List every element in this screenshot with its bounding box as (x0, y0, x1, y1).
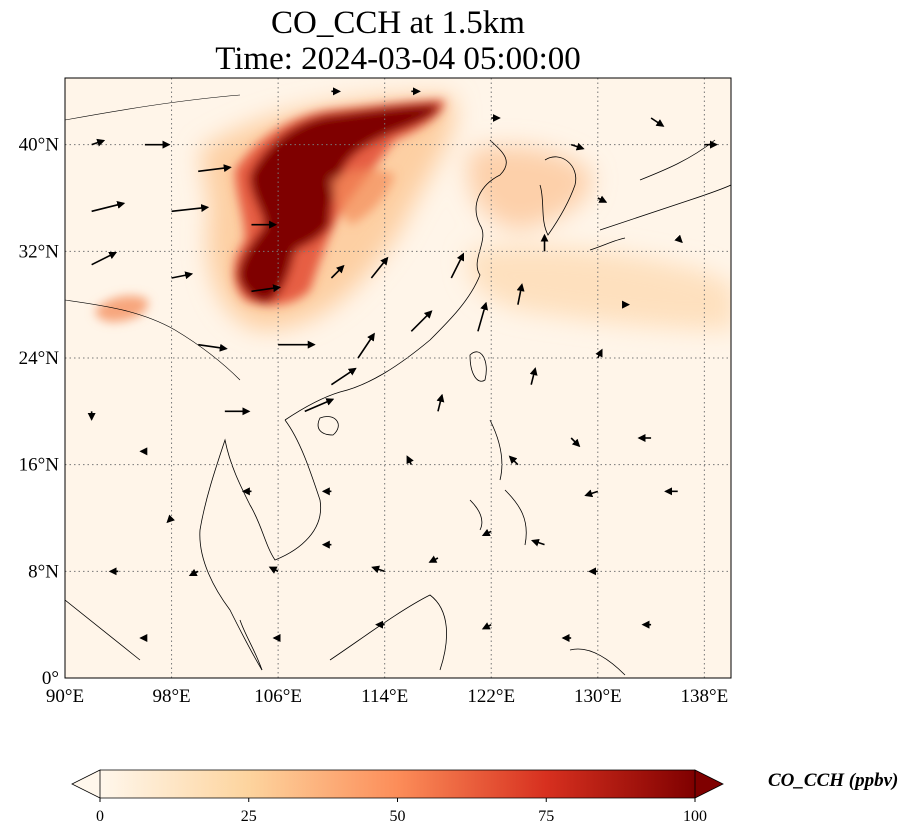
wind-arrow (477, 301, 489, 332)
wind-arrow (91, 138, 106, 147)
wind-arrow (410, 310, 433, 332)
wind-arrow (570, 142, 585, 151)
lon-tick-label: 106°E (254, 686, 302, 707)
wind-arrow (171, 204, 210, 213)
map-time-subtitle: Time: 2024-03-04 05:00:00 (215, 41, 581, 77)
colorbar-tick-label: 0 (96, 808, 104, 825)
wind-arrow (428, 555, 439, 563)
wind-arrow (91, 201, 126, 213)
colorbar-tick-label: 50 (390, 808, 406, 825)
wind-arrow (481, 528, 492, 537)
wind-arrow (436, 393, 445, 412)
malay-sumatra (65, 599, 263, 671)
new-guinea (569, 648, 626, 676)
wind-arrow (188, 568, 199, 577)
wind-arrow (595, 348, 603, 359)
colorbar-tick-label: 100 (683, 808, 707, 825)
wind-arrow (198, 343, 228, 352)
lon-tick-label: 122°E (467, 686, 515, 707)
wind-arrow (674, 234, 683, 244)
indochina (199, 419, 322, 671)
wind-arrow (481, 622, 492, 630)
wind-arrow (91, 251, 118, 266)
lon-tick-label: 90°E (46, 686, 84, 707)
wind-arrow (508, 455, 519, 466)
lat-tick-label: 0° (42, 668, 59, 689)
co-concentration-plume (95, 100, 445, 322)
colorbar-label: CO_CCH (ppbv) (768, 770, 899, 791)
wind-arrow (529, 367, 538, 385)
lon-tick-label: 138°E (681, 686, 729, 707)
wind-arrow (370, 256, 389, 279)
wind-arrow (304, 398, 335, 413)
korea-peninsula (539, 156, 577, 236)
wind-arrow (570, 437, 581, 448)
wind-arrow (330, 264, 345, 279)
latitude-ticks: 0° 8°N 16°N 24°N 32°N 40°N (19, 135, 60, 689)
map-frame (64, 77, 732, 679)
wind-arrow (597, 195, 608, 203)
coastlines (65, 94, 731, 676)
east-china-sea-haze (467, 246, 731, 330)
lat-tick-label: 40°N (19, 135, 60, 156)
lat-tick-label: 32°N (19, 241, 60, 262)
wind-arrow (584, 489, 599, 498)
central-china-plume-core (238, 104, 440, 303)
wind-arrow (330, 367, 357, 386)
lat-tick-label: 24°N (19, 348, 60, 369)
colorbar: 0 25 50 75 100 (71, 769, 724, 825)
gridlines (65, 78, 731, 678)
wind-arrow (531, 538, 545, 547)
north-china-plain-haze (468, 146, 592, 230)
colorbar-tick-label: 25 (241, 808, 257, 825)
wind-arrow (371, 565, 385, 574)
hainan (317, 416, 339, 436)
tibet-patch (95, 295, 149, 322)
wind-vectors (87, 87, 718, 642)
wind-arrow (171, 271, 194, 280)
lat-tick-label: 16°N (19, 455, 60, 476)
inner-border (65, 94, 241, 381)
colorbar-tick-label: 75 (538, 808, 554, 825)
lon-tick-label: 98°E (152, 686, 190, 707)
philippines (469, 419, 527, 546)
taiwan (469, 351, 487, 382)
colorbar-extend-max (694, 769, 724, 799)
wind-arrow (166, 514, 175, 524)
wind-arrow (450, 252, 464, 279)
wind-arrow (406, 455, 414, 466)
colorbar-ticks: 0 25 50 75 100 (96, 798, 707, 825)
wind-arrow (357, 332, 375, 359)
map-title: CO_CCH at 1.5km (271, 5, 525, 41)
borneo (329, 594, 447, 671)
colorbar-extend-min (71, 769, 101, 799)
japan-islands (589, 139, 731, 251)
plume-band-highlight (330, 169, 395, 225)
wind-arrow (268, 566, 279, 574)
wind-arrow (650, 117, 665, 127)
colorbar-gradient (100, 770, 695, 798)
wind-arrow (251, 284, 282, 293)
lon-tick-label: 114°E (361, 686, 408, 707)
wind-arrow (198, 164, 232, 173)
china-coast (284, 139, 507, 421)
lon-tick-label: 130°E (574, 686, 622, 707)
lat-tick-label: 8°N (28, 561, 59, 582)
wind-arrow (516, 283, 525, 305)
longitude-ticks: 90°E 98°E 106°E 114°E 122°E 130°E 138°E (46, 686, 728, 707)
